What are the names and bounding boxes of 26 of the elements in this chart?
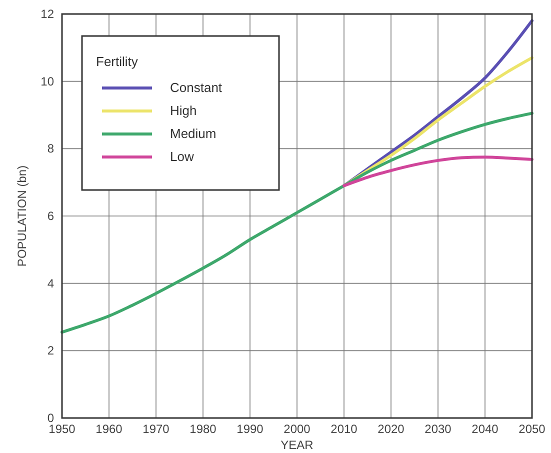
y-tick-label: 0 — [47, 411, 54, 425]
x-tick-label: 2020 — [378, 422, 405, 436]
y-tick-label: 4 — [47, 276, 54, 290]
y-tick-label: 6 — [47, 209, 54, 223]
x-tick-label: 2030 — [424, 422, 452, 436]
legend-title: Fertility — [96, 54, 138, 69]
line-series — [342, 156, 534, 188]
x-tick-label: 1970 — [142, 422, 170, 436]
x-tick-label: 1990 — [236, 422, 264, 436]
x-tick-label: 1960 — [96, 422, 123, 436]
x-tick-label: 2050 — [518, 422, 546, 436]
x-axis-title: YEAR — [280, 438, 314, 452]
y-tick-label: 12 — [40, 7, 54, 21]
x-tick-label: 2010 — [330, 422, 358, 436]
x-tick-label: 2000 — [284, 422, 311, 436]
x-tick-label: 2040 — [472, 422, 499, 436]
y-tick-label: 10 — [40, 74, 54, 88]
legend-label: High — [170, 103, 197, 118]
legend-label: Constant — [170, 80, 222, 95]
y-axis-title: POPULATION (bn) — [15, 165, 29, 267]
x-tick-label: 1950 — [48, 422, 76, 436]
legend-label: Medium — [170, 126, 216, 141]
y-tick-label: 2 — [47, 344, 54, 358]
y-tick-label: 8 — [47, 142, 54, 156]
x-tick-label: 1980 — [190, 422, 217, 436]
legend-label: Low — [170, 149, 194, 164]
